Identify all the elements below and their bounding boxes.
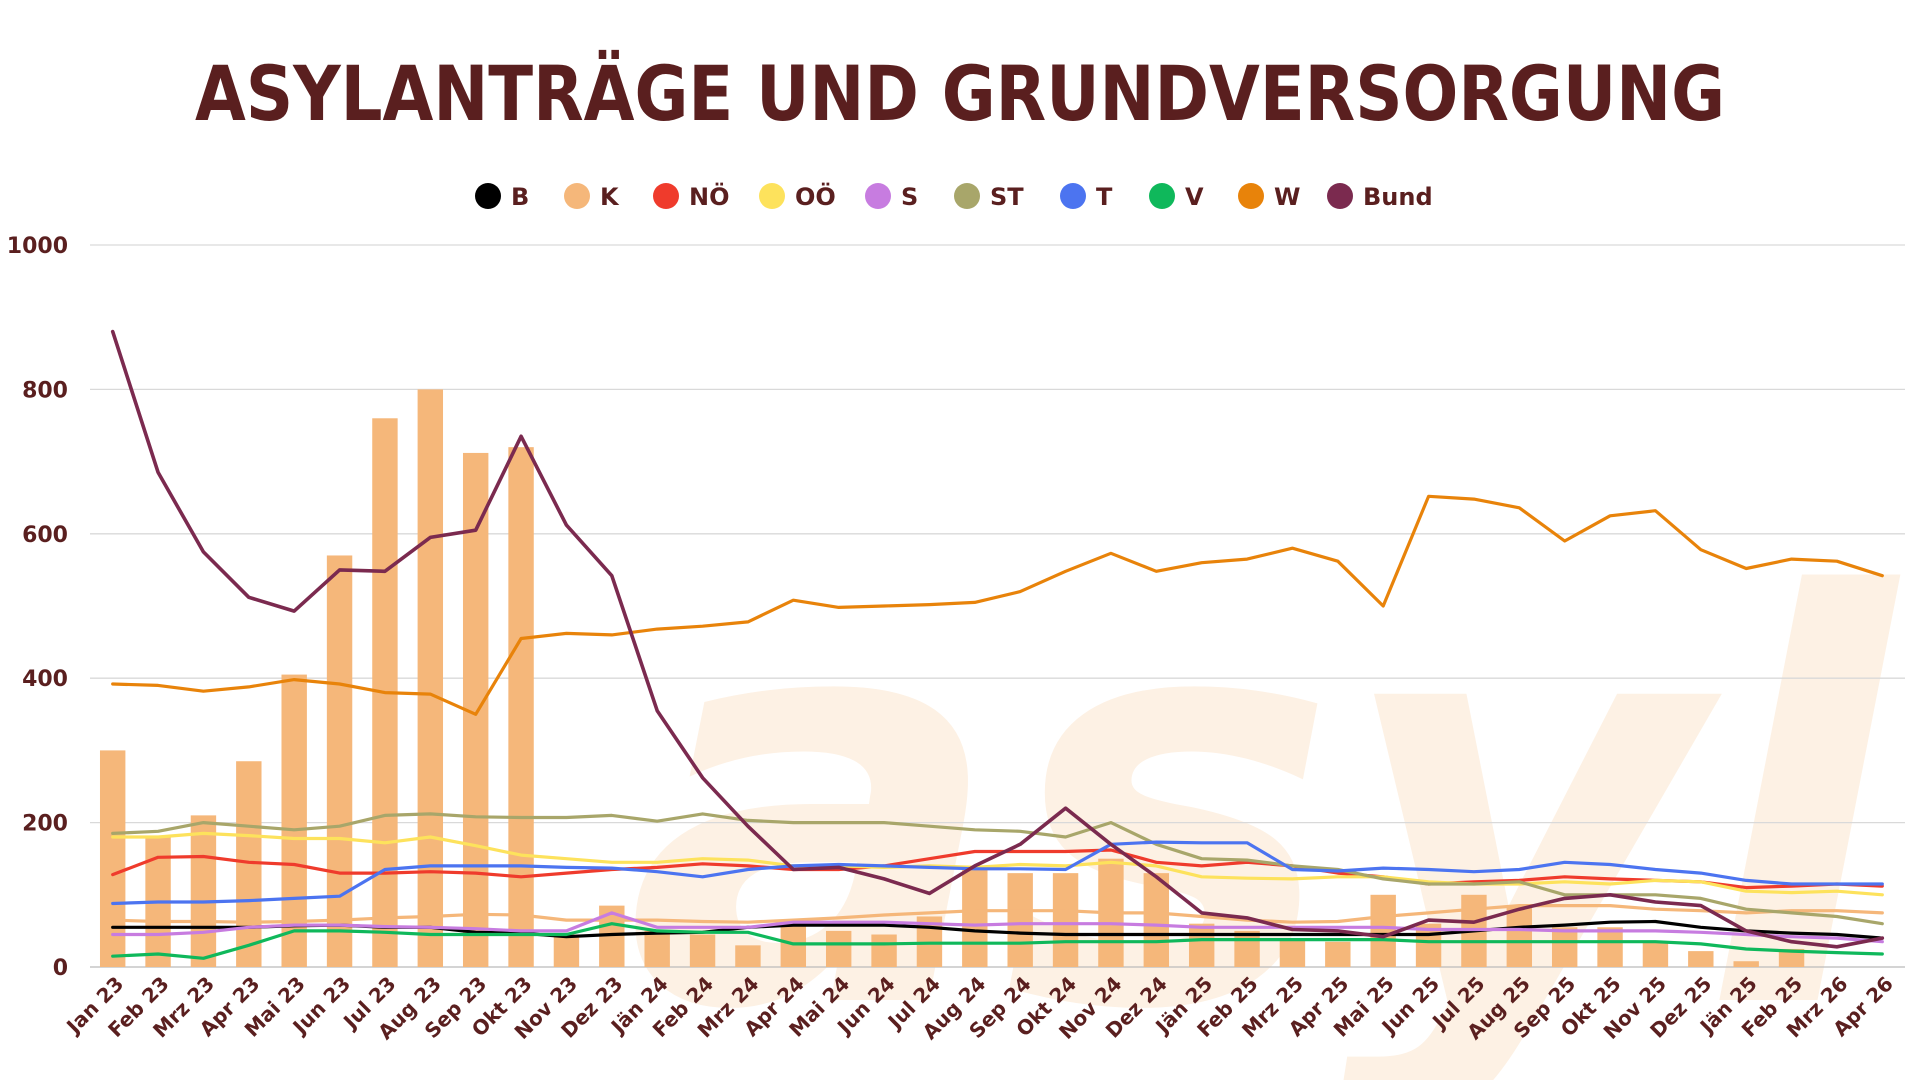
legend-marker-K bbox=[564, 183, 590, 209]
bar-K bbox=[190, 815, 217, 967]
line-V bbox=[111, 922, 1884, 960]
legend-marker-W bbox=[1238, 183, 1264, 209]
chart-legend: B K NÖ OÖ S ST T V W Bund bbox=[475, 181, 1433, 211]
y-tick-label: 1000 bbox=[7, 234, 68, 259]
line-T bbox=[111, 840, 1884, 906]
legend-label: OÖ bbox=[795, 181, 836, 211]
bar-K bbox=[326, 555, 353, 967]
legend-label: B bbox=[511, 183, 529, 211]
bar-K bbox=[644, 930, 670, 967]
bar-K bbox=[1733, 961, 1759, 967]
bar-K bbox=[1188, 923, 1215, 967]
y-tick-label: 600 bbox=[22, 523, 68, 548]
bar-K bbox=[962, 865, 988, 967]
bar-K bbox=[1778, 948, 1805, 967]
legend-marker-NÖ bbox=[653, 183, 679, 209]
line-W bbox=[111, 494, 1884, 716]
bar-K bbox=[689, 934, 716, 967]
legend-label: K bbox=[600, 183, 620, 211]
y-tick-label: 800 bbox=[22, 378, 68, 403]
line-S bbox=[111, 911, 1884, 944]
legend-marker-V bbox=[1149, 183, 1175, 209]
bar-K bbox=[825, 930, 852, 967]
bar-K bbox=[1279, 938, 1306, 967]
legend-marker-ST bbox=[954, 183, 980, 209]
legend-label: NÖ bbox=[689, 181, 730, 211]
bar-K bbox=[871, 934, 897, 967]
y-tick-label: 0 bbox=[53, 956, 68, 981]
chart-title: ASYLANTRÄGE UND GRUNDVERSORGUNG bbox=[195, 49, 1725, 138]
bar-K bbox=[1370, 894, 1396, 967]
bar-K bbox=[1506, 905, 1533, 967]
legend-marker-T bbox=[1060, 183, 1086, 209]
y-tick-label: 200 bbox=[22, 812, 68, 837]
bar-K bbox=[1234, 930, 1260, 967]
line-N- bbox=[111, 848, 1884, 890]
bar-K bbox=[1052, 873, 1079, 967]
legend-marker-OÖ bbox=[759, 183, 785, 209]
legend-marker-Bund bbox=[1327, 183, 1353, 209]
line-series bbox=[110, 329, 1885, 960]
line-O- bbox=[111, 831, 1884, 897]
bar-K bbox=[99, 750, 126, 967]
y-tick-label: 400 bbox=[22, 667, 68, 692]
bar-K bbox=[1007, 873, 1033, 967]
bar-K bbox=[735, 945, 761, 967]
legend-label: ST bbox=[990, 183, 1024, 211]
legend-marker-S bbox=[865, 183, 891, 209]
bar-K bbox=[1551, 927, 1578, 967]
bar-K bbox=[508, 447, 534, 967]
bar-K bbox=[1325, 941, 1351, 967]
bar-K bbox=[417, 389, 444, 967]
legend-label: T bbox=[1096, 183, 1113, 211]
bar-K bbox=[1642, 941, 1669, 967]
line-Bund bbox=[110, 329, 1885, 949]
y-axis: 0 200 400 600 800 1000 bbox=[7, 234, 68, 981]
watermark-text: asyl bbox=[626, 481, 1904, 1080]
legend-label: S bbox=[901, 183, 918, 211]
line-K-line bbox=[111, 903, 1884, 924]
legend-label: Bund bbox=[1363, 183, 1433, 211]
bar-K bbox=[1597, 927, 1623, 967]
bar-K bbox=[1688, 951, 1714, 967]
legend-label: V bbox=[1185, 183, 1204, 211]
bar-K bbox=[281, 674, 307, 967]
legend-marker-B bbox=[475, 183, 501, 209]
legend-label: W bbox=[1274, 183, 1300, 211]
bar-K bbox=[553, 934, 580, 967]
bar-K bbox=[1143, 873, 1170, 967]
